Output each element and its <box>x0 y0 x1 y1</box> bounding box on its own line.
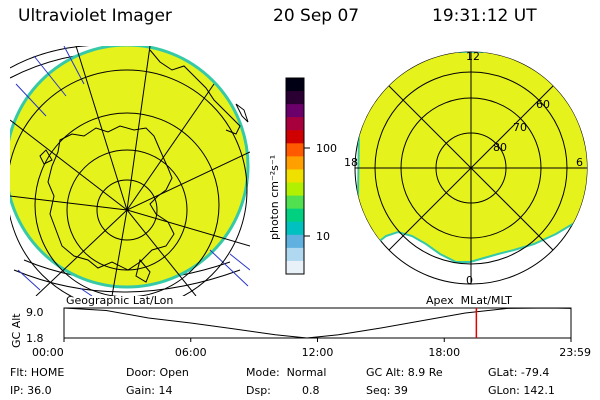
x-tick-label: 12:00 <box>302 346 334 359</box>
info-dsp-value: 0.8 <box>302 384 320 397</box>
colorbar-segment <box>286 143 304 157</box>
mlat-label-80: 80 <box>493 141 507 154</box>
colorbar-segment <box>286 130 304 144</box>
colorbar-segment <box>286 156 304 170</box>
colorbar-segment <box>286 182 304 197</box>
colorbar-segment <box>286 117 304 131</box>
colorbar-segment <box>286 78 304 92</box>
info-ip: IP: 36.0 <box>10 384 52 397</box>
info-flt: Flt: HOME <box>10 366 65 379</box>
altitude-timeline: 00:00 06:00 12:00 18:00 23:59 GC Alt 9.0 1.8 <box>10 306 591 359</box>
coastline <box>47 125 175 271</box>
image-date: 20 Sep 07 <box>273 6 360 26</box>
y-tick-label-bottom: 1.8 <box>26 332 44 345</box>
mlt-label-6: 6 <box>576 156 583 169</box>
x-tick-label: 23:59 <box>559 346 591 359</box>
x-tick-label: 06:00 <box>175 346 207 359</box>
info-seq: Seq: 39 <box>366 384 408 397</box>
mlat-label-70: 70 <box>513 121 527 134</box>
timeline-frame <box>63 307 572 339</box>
outside-meridian-blue <box>15 83 47 117</box>
colorbar-unit-label: photon cm⁻²s⁻¹ <box>268 155 281 240</box>
colorbar-tick-label-100: 100 <box>316 142 337 155</box>
info-mode: Mode: Normal <box>246 366 327 379</box>
colorbar-segment <box>286 169 304 184</box>
mlt-label-0: 0 <box>466 274 473 287</box>
aurora-disk-left <box>10 46 250 289</box>
colorbar-segment <box>286 91 304 105</box>
colorbar-segment <box>286 195 304 210</box>
right-panel-label: Apex MLat/MLT <box>426 294 512 307</box>
colorbar-tick-label-10: 10 <box>316 230 330 243</box>
info-door: Door: Open <box>126 366 189 379</box>
lat-arc-outer-4 <box>13 269 241 293</box>
geographic-map <box>10 46 250 296</box>
y-tick-label-top: 9.0 <box>26 306 44 319</box>
image-title: Ultraviolet Imager <box>18 6 172 26</box>
left-panel-label: Geographic Lat/Lon <box>66 294 174 307</box>
x-tick-label: 00:00 <box>32 346 64 359</box>
y-axis-label: GC Alt <box>10 313 23 348</box>
x-tick-label: 18:00 <box>428 346 460 359</box>
colorbar-segment <box>286 104 304 118</box>
colorbar-segment <box>286 208 304 223</box>
info-dsp: Dsp: <box>246 384 271 397</box>
colorbar-segment <box>286 260 304 275</box>
info-gcalt: GC Alt: 8.9 Re <box>366 366 443 379</box>
colorbar-frame <box>285 77 305 275</box>
colorbar-segment <box>286 234 304 249</box>
image-time: 19:31:12 UT <box>432 6 537 26</box>
colorbar-segment <box>286 247 304 262</box>
mlt-label-12: 12 <box>466 50 480 63</box>
aurora-region-right <box>356 52 587 263</box>
colorbar-segment <box>286 221 304 236</box>
altitude-line <box>63 307 571 339</box>
info-glat: GLat: -79.4 <box>488 366 550 379</box>
info-gain: Gain: 14 <box>126 384 173 397</box>
colorbar: 100 10 photon cm⁻²s⁻¹ <box>268 77 337 275</box>
mlat-label-60: 60 <box>536 98 550 111</box>
info-glon: GLon: 142.1 <box>488 384 555 397</box>
mlt-label-18: 18 <box>344 156 358 169</box>
